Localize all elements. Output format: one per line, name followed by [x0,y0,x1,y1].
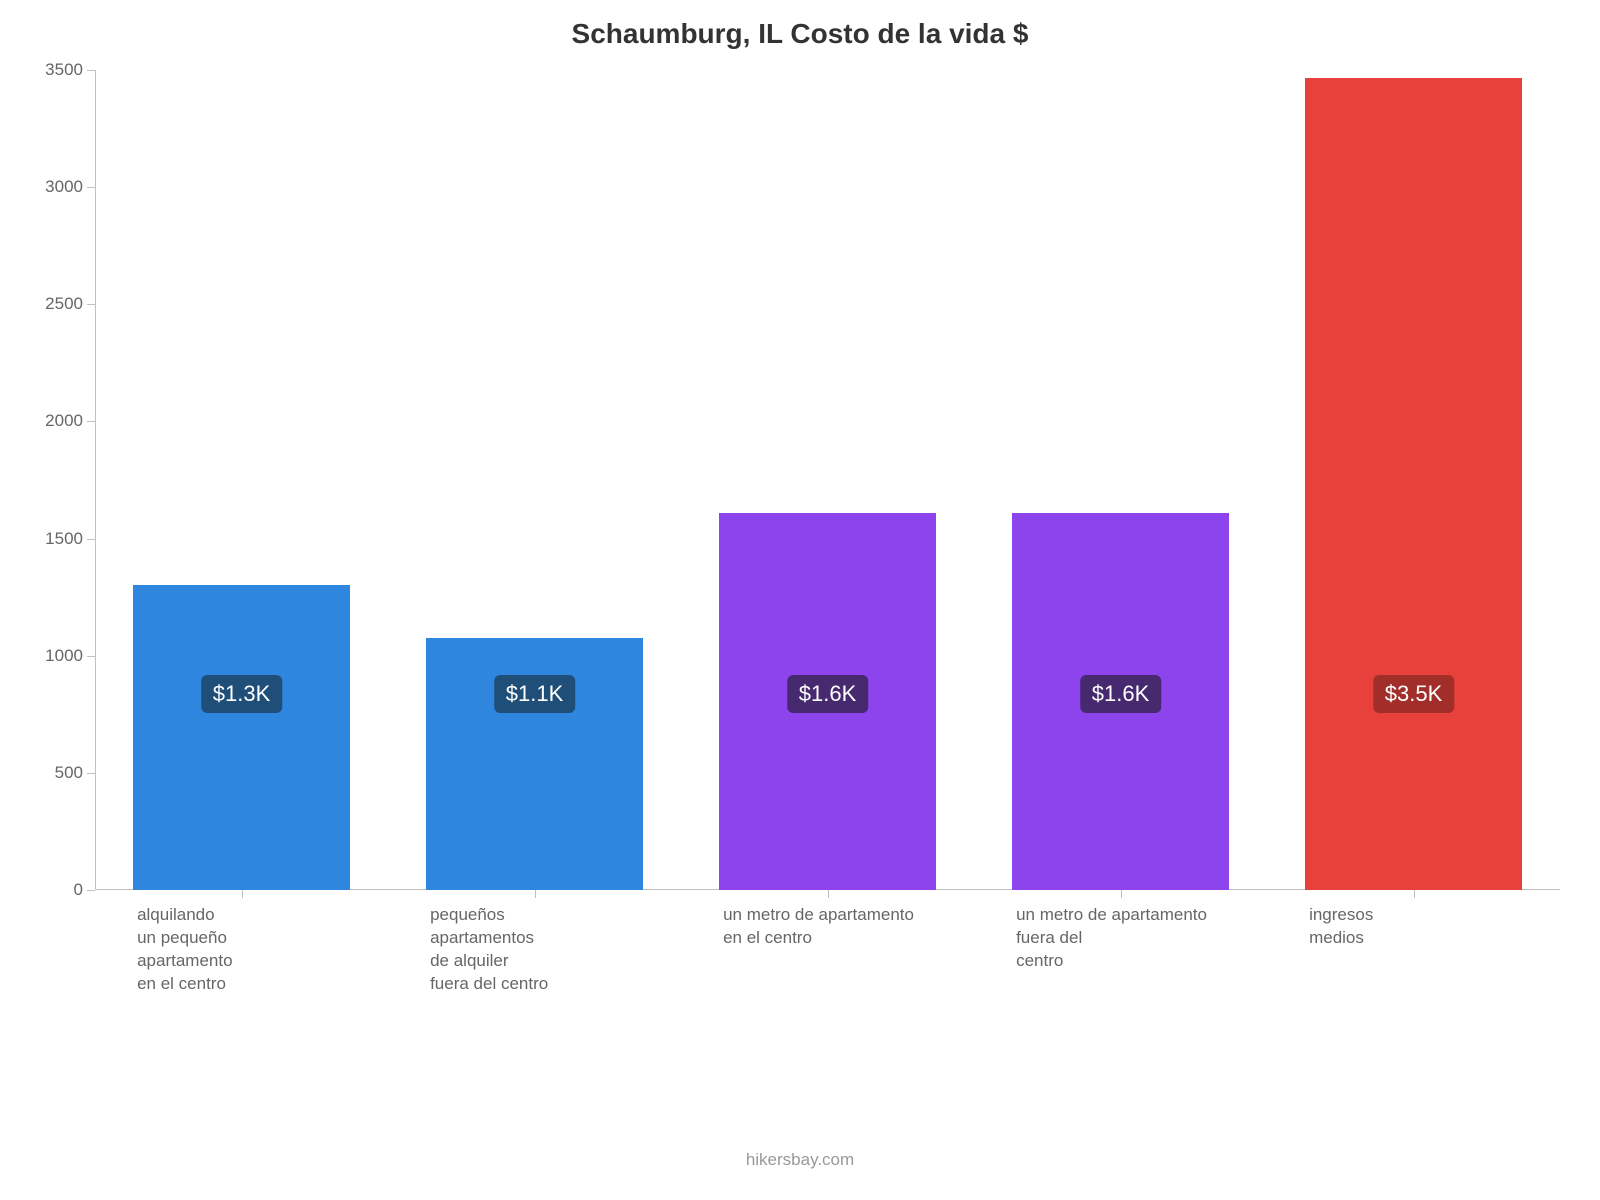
y-tick-label: 2500 [45,294,95,314]
x-tick [242,890,243,898]
x-tick [535,890,536,898]
x-tick-label: un metro de apartamentoen el centro [723,904,943,950]
x-tick-label: ingresosmedios [1309,904,1529,950]
x-tick-label: pequeñosapartamentosde alquilerfuera del… [430,904,650,996]
bar-value-label: $1.6K [1080,675,1162,713]
bar-value-label: $1.6K [787,675,869,713]
y-tick-label: 1500 [45,529,95,549]
x-tick [1414,890,1415,898]
chart-title: Schaumburg, IL Costo de la vida $ [0,18,1600,50]
y-axis-line [95,70,96,890]
bar [1305,78,1522,890]
cost-of-living-chart: Schaumburg, IL Costo de la vida $ 050010… [0,0,1600,1200]
x-tick [1121,890,1122,898]
bar [133,585,350,890]
y-tick-label: 3500 [45,60,95,80]
y-tick-label: 0 [74,880,95,900]
y-tick-label: 3000 [45,177,95,197]
bar-value-label: $1.1K [494,675,576,713]
credit-text: hikersbay.com [0,1150,1600,1170]
bar-value-label: $3.5K [1373,675,1455,713]
x-tick [828,890,829,898]
y-tick-label: 1000 [45,646,95,666]
x-tick-label: alquilandoun pequeñoapartamentoen el cen… [137,904,357,996]
x-tick-label: un metro de apartamentofuera delcentro [1016,904,1236,973]
y-tick-label: 2000 [45,411,95,431]
plot-area: 0500100015002000250030003500$1.3Kalquila… [95,70,1560,890]
bar-value-label: $1.3K [201,675,283,713]
y-tick-label: 500 [55,763,95,783]
